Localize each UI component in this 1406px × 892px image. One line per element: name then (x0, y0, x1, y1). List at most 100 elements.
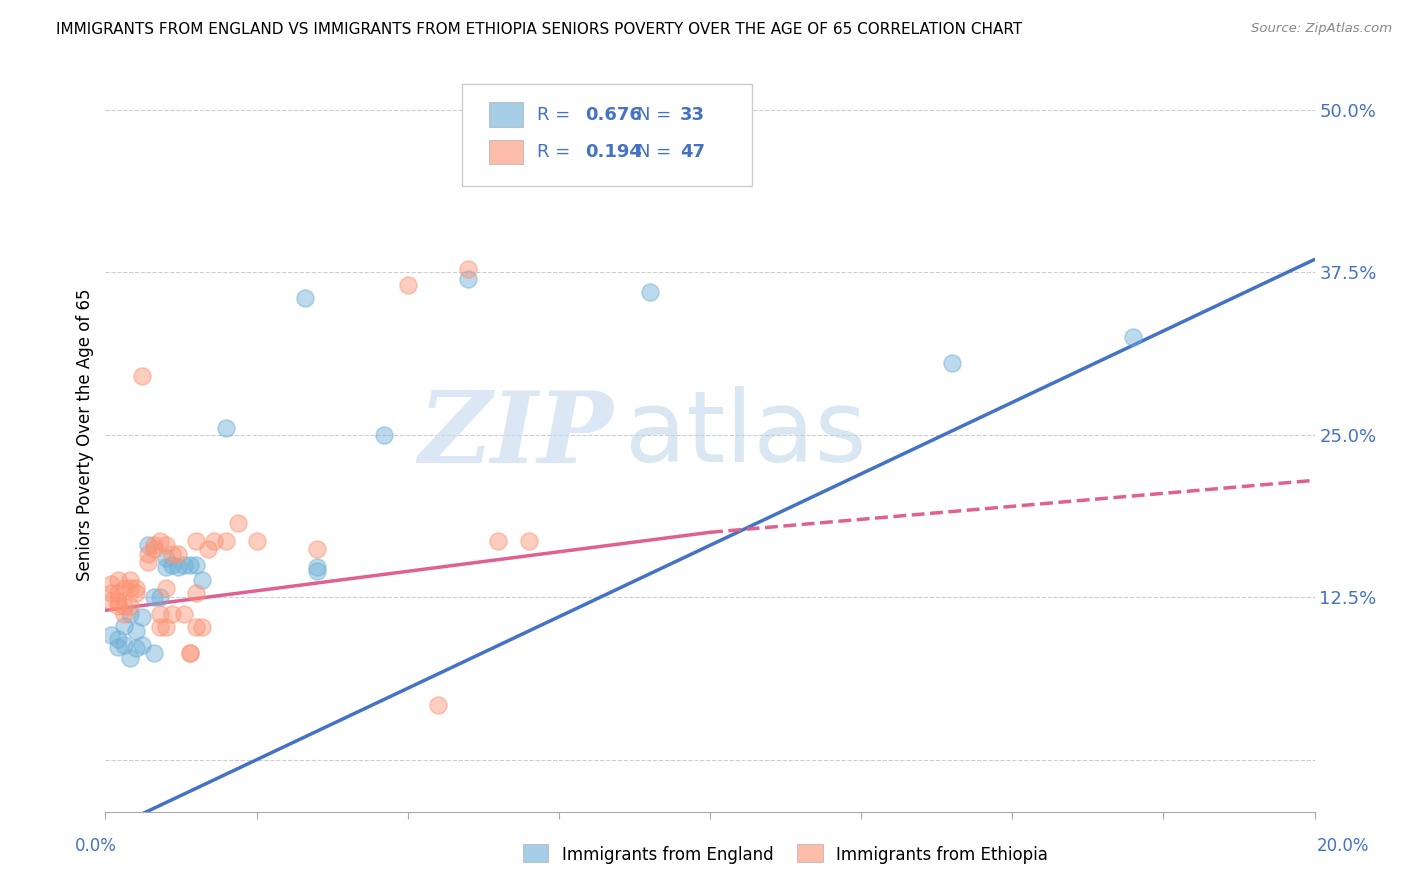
Point (142, 591, 165, 605)
Point (941, 356, 963, 370)
Point (107, 599, 129, 614)
Point (107, 594, 129, 608)
Text: Source: ZipAtlas.com: Source: ZipAtlas.com (1251, 22, 1392, 36)
Point (118, 599, 141, 614)
Text: Immigrants from Ethiopia: Immigrants from Ethiopia (794, 846, 1049, 863)
Point (228, 516, 250, 531)
Point (131, 609, 153, 624)
Point (155, 620, 177, 634)
Point (517, 534, 540, 549)
Point (307, 542, 329, 557)
Text: 0.194: 0.194 (585, 144, 643, 161)
Point (149, 620, 172, 634)
Point (215, 421, 238, 435)
Point (160, 607, 183, 622)
Point (155, 560, 177, 574)
Text: N =: N = (637, 144, 678, 161)
Point (167, 560, 190, 574)
Point (160, 548, 183, 562)
Text: 0.676: 0.676 (585, 105, 643, 123)
Point (149, 591, 172, 605)
Point (294, 292, 316, 306)
Point (131, 639, 153, 653)
Point (149, 607, 172, 622)
Point (191, 574, 214, 588)
Point (107, 632, 129, 646)
Point (307, 564, 329, 578)
Point (155, 581, 177, 595)
Point (136, 555, 159, 569)
Point (179, 646, 201, 660)
Point (118, 607, 141, 622)
Point (179, 558, 201, 572)
Point (197, 542, 219, 557)
Point (173, 558, 195, 572)
Point (124, 624, 148, 638)
Point (396, 278, 419, 293)
Text: N =: N = (637, 105, 678, 123)
Point (427, 698, 450, 713)
Point (112, 619, 135, 633)
Text: IMMIGRANTS FROM ENGLAND VS IMMIGRANTS FROM ETHIOPIA SENIORS POVERTY OVER THE AGE: IMMIGRANTS FROM ENGLAND VS IMMIGRANTS FR… (56, 22, 1022, 37)
Text: atlas: atlas (626, 386, 868, 483)
Point (373, 428, 395, 442)
Text: 33: 33 (681, 105, 704, 123)
Point (215, 534, 238, 549)
Point (142, 538, 165, 552)
Point (142, 542, 165, 557)
Point (191, 620, 214, 634)
Point (118, 581, 141, 595)
Point (124, 581, 148, 595)
Point (107, 574, 129, 588)
Point (149, 534, 172, 549)
Point (179, 646, 201, 660)
Point (186, 620, 208, 634)
Point (136, 548, 159, 562)
Point (457, 272, 479, 286)
Point (112, 599, 135, 614)
Bar (797, 844, 823, 862)
Point (118, 574, 141, 588)
Text: 20.0%: 20.0% (1316, 837, 1369, 855)
Point (155, 538, 177, 552)
Point (100, 586, 122, 600)
Text: R =: R = (537, 144, 576, 161)
FancyBboxPatch shape (463, 85, 752, 186)
Point (112, 639, 135, 653)
Point (160, 558, 183, 572)
Point (142, 646, 165, 660)
Text: 0.0%: 0.0% (75, 837, 117, 855)
Point (1122, 330, 1144, 344)
Point (100, 577, 122, 591)
Text: Immigrants from England: Immigrants from England (520, 846, 773, 863)
Point (124, 586, 148, 600)
Text: 47: 47 (681, 144, 704, 161)
Point (488, 534, 510, 549)
Point (186, 534, 208, 549)
Bar (489, 140, 523, 164)
Point (638, 285, 661, 299)
Bar (489, 103, 523, 127)
Point (186, 558, 208, 572)
Point (100, 594, 122, 608)
Point (173, 607, 195, 622)
Point (457, 261, 479, 276)
Point (100, 628, 122, 642)
Point (136, 538, 159, 552)
Text: R =: R = (537, 105, 576, 123)
Point (107, 640, 129, 654)
Bar (523, 844, 548, 862)
Point (202, 534, 225, 549)
Point (167, 548, 190, 562)
Point (155, 551, 177, 566)
Y-axis label: Seniors Poverty Over the Age of 65: Seniors Poverty Over the Age of 65 (76, 289, 94, 581)
Point (517, 136, 540, 150)
Point (118, 651, 141, 665)
Point (124, 640, 148, 655)
Text: ZIP: ZIP (419, 386, 613, 483)
Point (246, 534, 269, 549)
Point (131, 369, 153, 384)
Point (186, 586, 208, 600)
Point (112, 607, 135, 622)
Point (112, 581, 135, 595)
